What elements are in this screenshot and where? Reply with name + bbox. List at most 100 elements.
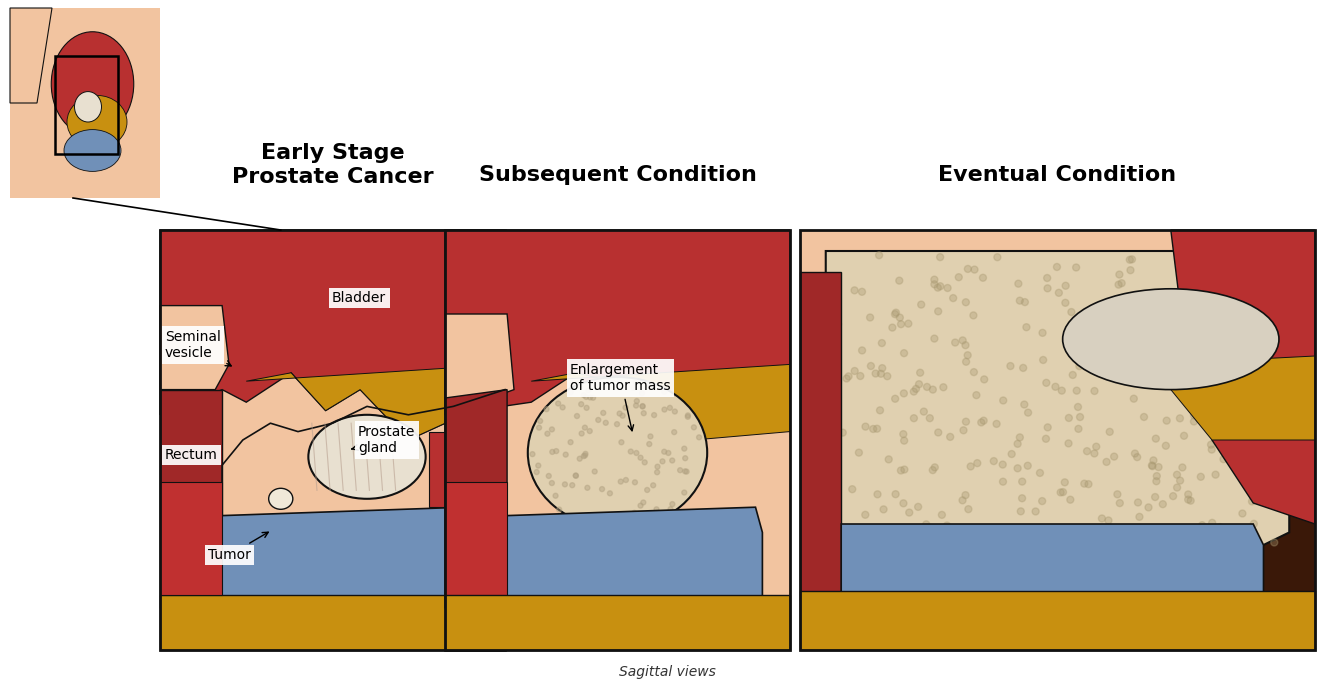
Circle shape xyxy=(1018,508,1025,514)
Circle shape xyxy=(691,425,696,430)
Circle shape xyxy=(1062,282,1069,289)
Circle shape xyxy=(1259,293,1266,300)
Polygon shape xyxy=(160,390,221,608)
Circle shape xyxy=(1075,426,1082,433)
Circle shape xyxy=(667,405,672,410)
Circle shape xyxy=(1199,389,1206,396)
Bar xyxy=(55,55,117,154)
Circle shape xyxy=(568,390,574,395)
Circle shape xyxy=(900,350,907,357)
Circle shape xyxy=(1022,299,1029,306)
Circle shape xyxy=(594,514,599,519)
Circle shape xyxy=(1198,473,1205,480)
FancyBboxPatch shape xyxy=(446,230,790,650)
Circle shape xyxy=(1153,310,1159,317)
Circle shape xyxy=(1123,303,1131,310)
Circle shape xyxy=(696,435,702,440)
Circle shape xyxy=(670,458,675,463)
Circle shape xyxy=(607,491,612,496)
Circle shape xyxy=(940,384,947,391)
Polygon shape xyxy=(247,365,506,440)
Circle shape xyxy=(1211,400,1218,407)
Circle shape xyxy=(1221,256,1227,263)
Circle shape xyxy=(632,510,636,515)
Circle shape xyxy=(554,449,559,454)
Circle shape xyxy=(1271,253,1278,260)
Circle shape xyxy=(1091,388,1098,395)
Circle shape xyxy=(1098,515,1106,522)
Circle shape xyxy=(1141,414,1147,421)
Ellipse shape xyxy=(64,130,121,172)
Circle shape xyxy=(964,536,971,542)
Circle shape xyxy=(944,536,951,543)
Circle shape xyxy=(1265,459,1273,466)
Circle shape xyxy=(534,470,539,475)
Circle shape xyxy=(634,403,639,408)
Circle shape xyxy=(623,405,628,410)
Circle shape xyxy=(544,407,550,412)
Circle shape xyxy=(1255,377,1262,384)
Circle shape xyxy=(1114,491,1121,498)
Ellipse shape xyxy=(308,415,426,499)
Circle shape xyxy=(1271,539,1278,546)
Circle shape xyxy=(579,402,584,407)
Circle shape xyxy=(964,505,972,512)
Circle shape xyxy=(904,526,911,533)
Circle shape xyxy=(862,423,868,430)
Circle shape xyxy=(1179,375,1187,382)
Circle shape xyxy=(1255,288,1262,295)
Circle shape xyxy=(1170,493,1177,500)
Circle shape xyxy=(923,384,931,391)
Circle shape xyxy=(851,287,858,294)
Circle shape xyxy=(638,503,643,508)
Circle shape xyxy=(1134,542,1141,549)
Circle shape xyxy=(1209,446,1215,453)
Circle shape xyxy=(891,395,899,402)
Circle shape xyxy=(970,312,976,319)
Circle shape xyxy=(867,314,874,321)
Circle shape xyxy=(1257,256,1263,263)
FancyBboxPatch shape xyxy=(800,230,1315,650)
Circle shape xyxy=(651,412,656,418)
Circle shape xyxy=(1058,387,1066,394)
Circle shape xyxy=(1214,338,1221,345)
Circle shape xyxy=(1066,414,1073,421)
Circle shape xyxy=(1045,285,1051,292)
Circle shape xyxy=(1145,504,1153,511)
Circle shape xyxy=(898,321,904,328)
Circle shape xyxy=(631,385,636,391)
Circle shape xyxy=(1019,495,1026,502)
Circle shape xyxy=(574,473,579,478)
Circle shape xyxy=(530,452,535,456)
Circle shape xyxy=(1134,499,1142,506)
Circle shape xyxy=(859,347,866,354)
Circle shape xyxy=(556,401,560,406)
Circle shape xyxy=(1190,418,1198,425)
Circle shape xyxy=(651,483,656,488)
Circle shape xyxy=(575,414,579,419)
Circle shape xyxy=(646,381,651,386)
Circle shape xyxy=(550,449,555,454)
Circle shape xyxy=(1137,513,1143,520)
Circle shape xyxy=(655,464,660,469)
Circle shape xyxy=(603,420,608,426)
Circle shape xyxy=(686,413,691,418)
Circle shape xyxy=(587,395,592,400)
Circle shape xyxy=(1171,545,1178,552)
Circle shape xyxy=(848,486,855,493)
Bar xyxy=(430,432,506,508)
Circle shape xyxy=(578,382,582,387)
Circle shape xyxy=(1254,389,1262,396)
Circle shape xyxy=(1245,368,1251,375)
Ellipse shape xyxy=(1063,289,1279,390)
Circle shape xyxy=(898,467,904,474)
Circle shape xyxy=(1257,367,1263,374)
Circle shape xyxy=(915,503,922,510)
Circle shape xyxy=(1126,256,1134,263)
Circle shape xyxy=(634,398,639,404)
Circle shape xyxy=(1226,346,1233,354)
Circle shape xyxy=(1246,260,1253,267)
Circle shape xyxy=(979,274,986,281)
Circle shape xyxy=(638,455,643,460)
Circle shape xyxy=(1194,333,1201,340)
